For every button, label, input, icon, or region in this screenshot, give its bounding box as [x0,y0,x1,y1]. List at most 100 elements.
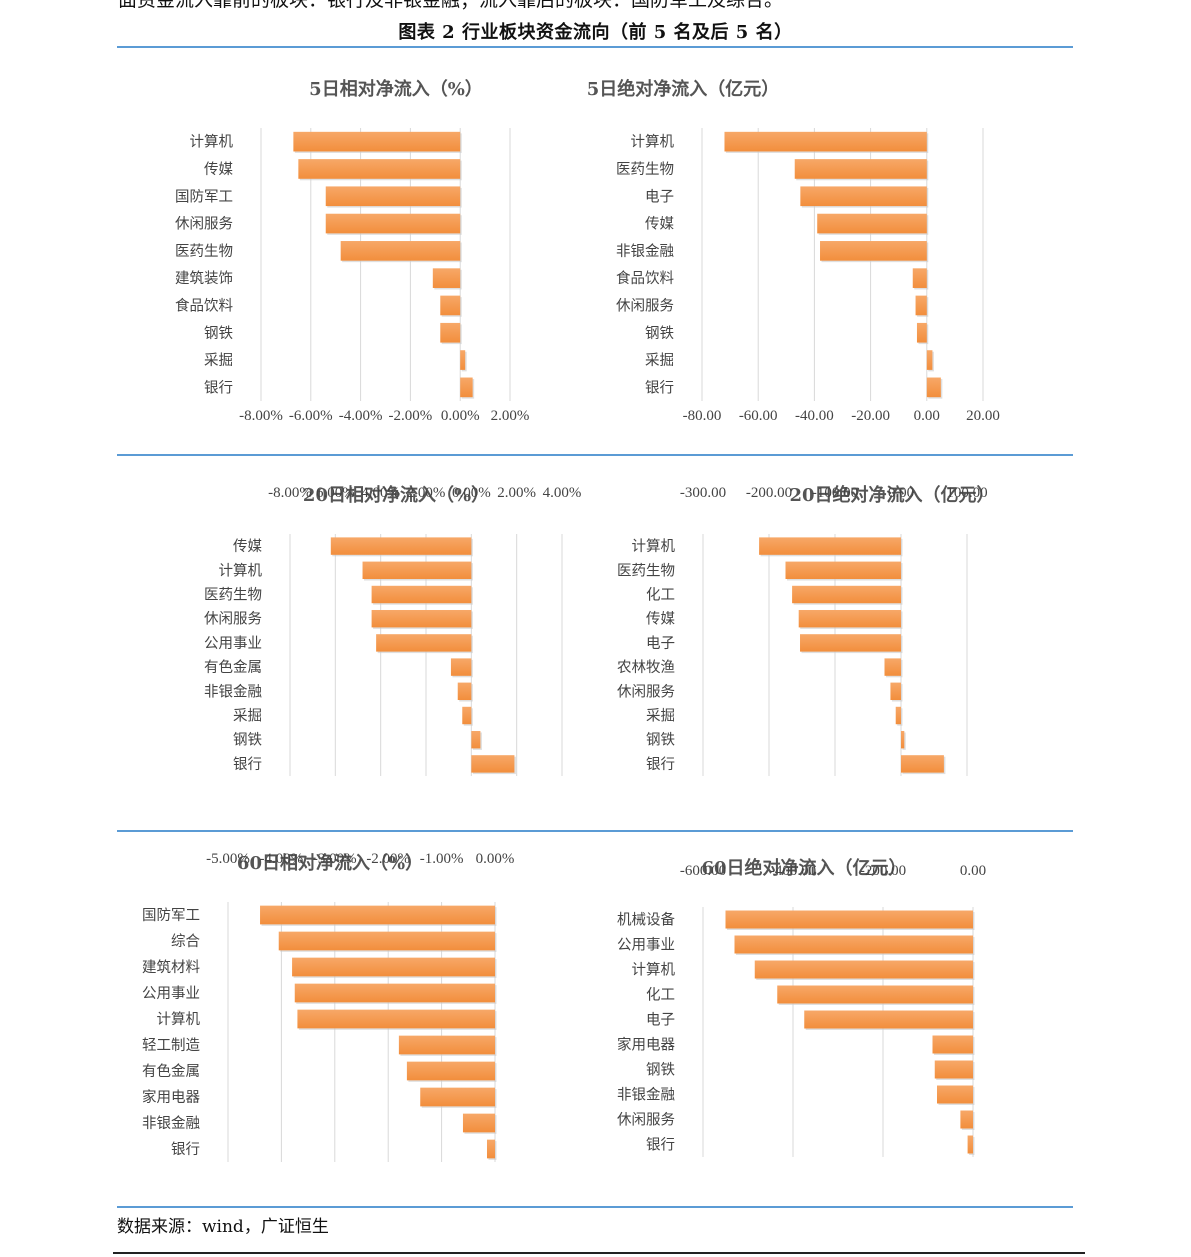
category-label: 国防军工 [175,188,233,205]
bottom-rule [117,1206,1073,1208]
category-label: 机械设备 [617,912,675,929]
tick-label: -6.00% [289,408,333,424]
category-label: 计算机 [190,134,234,151]
category-label: 钢铁 [646,732,675,749]
data-source: 数据来源：wind，广证恒生 [117,1217,329,1237]
bar [440,322,461,343]
bar [460,377,473,398]
category-label: 公用事业 [204,635,262,652]
bar [901,730,905,749]
bar [471,755,515,773]
bar [293,131,461,152]
bar [325,186,461,207]
bar [420,1087,495,1107]
tick-label: -200.00 [860,863,906,879]
figure-title: 图表 2 行业板块资金流向（前 5 名及后 5 名） [398,22,793,43]
bar [462,706,472,725]
category-label: 采掘 [233,708,262,725]
chart-title: 20日绝对净流入（亿元） [789,484,994,506]
category-label: 采掘 [646,708,675,725]
category-label: 休闲服务 [617,1112,675,1129]
category-label: 银行 [645,379,674,396]
page-bottom-line [113,1252,1085,1254]
tick-label: 2.00% [407,485,446,501]
tick-label: -5.00% [206,851,250,867]
category-label: 传媒 [233,538,262,555]
bar [398,1035,495,1055]
chart-title: 60日相对净流入（%） [237,852,423,874]
top-rule [117,46,1073,48]
bar [432,268,461,288]
category-label: 计算机 [632,538,676,555]
bar [297,1009,495,1029]
tick-label: -8.00% [239,408,283,424]
tick-label: -60.00 [739,408,778,424]
bar [462,1113,495,1133]
tick-label: -4.00% [339,408,383,424]
bar [298,159,461,179]
category-label: 化工 [646,587,675,604]
tick-label: 2.00% [491,408,530,424]
bar [895,706,901,725]
category-label: 计算机 [632,962,676,979]
category-label: 医药生物 [616,161,674,178]
category-label: 采掘 [645,352,674,369]
tick-label: 0.00% [452,485,491,501]
tick-label: 0.00 [888,485,914,501]
category-label: 钢铁 [204,325,233,342]
bar [804,1010,973,1029]
bar [798,609,901,628]
tick-label: -40.00 [795,408,834,424]
middle-rule-2 [117,830,1073,832]
bar [325,213,461,234]
category-label: 非银金融 [617,1087,675,1104]
bar [260,905,495,925]
tick-label: -600.00 [680,863,726,879]
tick-label: 0.00 [960,863,986,879]
category-label: 有色金属 [204,659,262,676]
tick-label: -1.00% [420,851,464,867]
category-label: 医药生物 [617,562,675,579]
bar [278,931,495,951]
category-label: 传媒 [646,611,675,628]
bar [460,350,466,370]
category-label: 非银金融 [204,683,262,700]
tick-label: 0.00% [476,851,515,867]
tick-label: -200.00 [746,485,792,501]
bar [376,634,472,652]
tick-label: -2.00% [389,408,433,424]
tick-label: 2.00% [497,485,536,501]
category-label: 传媒 [204,161,233,178]
category-label: 食品饮料 [616,270,674,287]
category-label: 休闲服务 [617,683,675,700]
chart-title: 60日绝对净流入（亿元） [701,857,906,879]
bar [330,537,472,555]
category-label: 化工 [646,987,675,1004]
bar [817,213,927,234]
category-label: 建筑材料 [142,959,200,976]
tick-label: 0.00% [441,408,480,424]
tick-label: 6.00% [316,485,355,501]
chart-title: 5日相对净流入（%） [309,78,483,100]
category-label: 农林牧渔 [617,659,675,676]
bar [406,1061,495,1081]
bar [916,322,927,343]
category-label: 银行 [171,1141,200,1158]
category-label: 银行 [646,756,675,773]
bar [486,1139,495,1159]
category-label: 国防军工 [142,907,200,924]
chart-title: 20日相对净流入（%） [303,484,489,506]
tick-label: 0.00 [914,408,940,424]
category-label: 轻工制造 [142,1037,200,1054]
bar [725,910,973,929]
category-label: 有色金属 [142,1063,200,1080]
category-label: 家用电器 [142,1089,200,1106]
bar [937,1085,973,1104]
bar [932,1035,973,1054]
bar [785,561,901,580]
bar [800,186,927,207]
